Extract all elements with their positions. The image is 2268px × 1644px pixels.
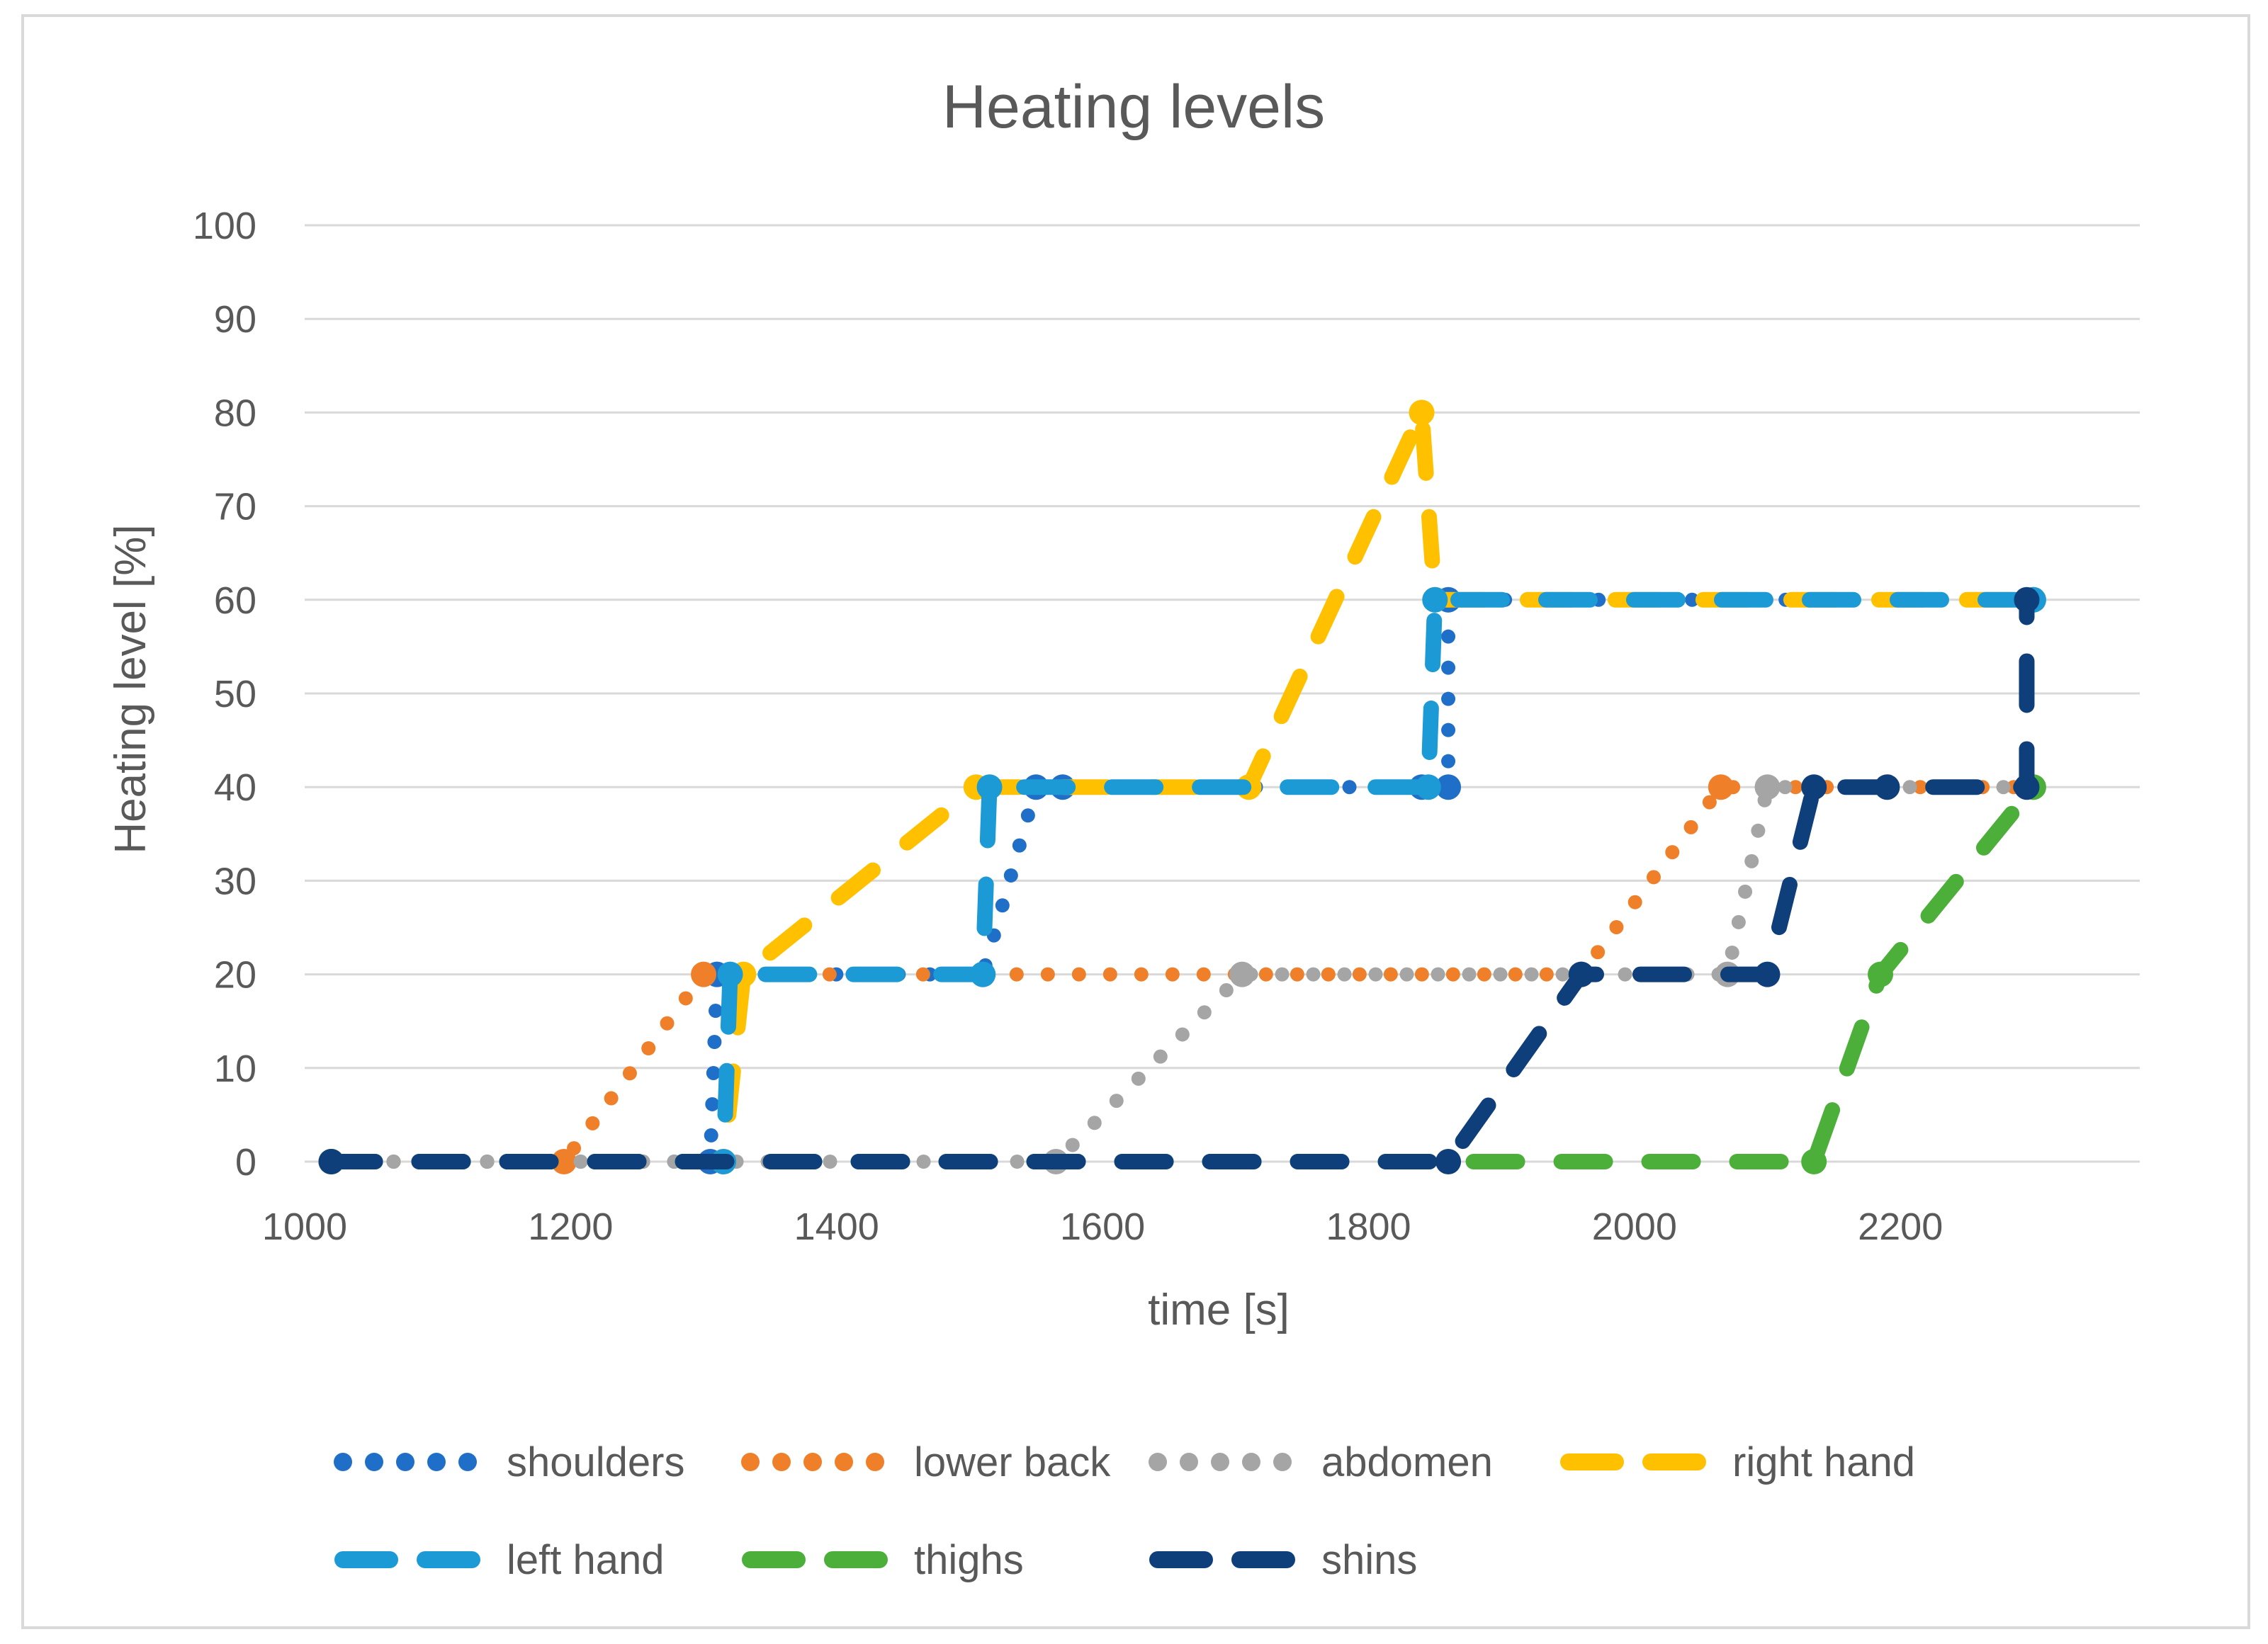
data-point [1415,774,1441,800]
x-axis-title: time [s] [1148,1286,1290,1334]
legend-label: right hand [1732,1439,1915,1485]
legend-label: left hand [507,1537,665,1583]
y-tick-label: 80 [214,392,256,434]
y-tick-label: 60 [214,579,256,622]
data-point [976,774,1003,800]
legend-item-right-hand: right hand [1560,1439,1915,1485]
legend-item-shoulders: shoulders [334,1439,684,1485]
data-point [1409,399,1435,426]
data-point [1422,586,1448,613]
data-point [2014,586,2040,613]
y-tick-label: 70 [214,486,256,528]
data-point [1801,1149,1827,1174]
data-point [1801,774,1827,800]
y-tick-labels: 0 10 20 30 40 50 60 70 80 90 100 [193,205,256,1184]
data-point [1568,961,1594,987]
chart-frame [21,14,2250,1629]
legend-label: lower back [914,1439,1111,1485]
data-point [1435,774,1462,800]
series-shins [318,586,2040,1174]
data-point [1435,1149,1462,1174]
legend: shoulders lower back abdomen right hand left… [334,1439,1915,1583]
x-tick-label: 1000 [262,1206,347,1248]
y-tick-label: 20 [214,954,256,997]
x-tick-labels: 1000 1200 1400 1600 1800 2000 2200 [262,1206,1943,1248]
data-point [1229,961,1256,987]
legend-label: abdomen [1321,1439,1493,1485]
data-point [1754,774,1781,800]
y-tick-label: 30 [214,860,256,902]
data-point [551,1149,577,1174]
series-line-shins [323,591,2035,1169]
x-tick-label: 2000 [1592,1206,1677,1248]
x-tick-label: 2200 [1858,1206,1943,1248]
data-point [970,961,996,987]
y-tick-label: 50 [214,673,256,715]
y-tick-label: 90 [214,298,256,341]
y-tick-label: 10 [214,1048,256,1090]
x-tick-label: 1800 [1326,1206,1411,1248]
y-tick-label: 100 [193,205,256,247]
chart-title: Heating levels [942,73,1325,141]
data-point [1868,961,1894,987]
data-point [691,961,717,987]
legend-label: shins [1321,1537,1417,1583]
x-tick-label: 1400 [794,1206,879,1248]
legend-label: thighs [914,1537,1024,1583]
y-axis-title: Heating level [%] [106,524,155,854]
series-line-left-hand [323,591,2041,1169]
x-tick-label: 1600 [1060,1206,1145,1248]
legend-item-shins: shins [1149,1537,1417,1583]
series-line-shoulders [324,592,2041,1169]
legend-item-abdomen: abdomen [1149,1439,1493,1485]
y-tick-label: 0 [235,1141,256,1184]
x-tick-label: 1200 [528,1206,613,1248]
legend-item-left-hand: left hand [334,1537,665,1583]
data-point [1754,961,1781,987]
data-point [318,1149,344,1174]
legend-item-thighs: thighs [742,1537,1024,1583]
data-point [2014,774,2040,800]
data-point [717,961,743,987]
y-tick-label: 40 [214,766,256,809]
data-point [1708,774,1734,800]
series-lines [318,399,2046,1174]
legend-label: shoulders [507,1439,684,1485]
data-point [1874,774,1900,800]
legend-item-lower-back: lower back [741,1439,1111,1485]
